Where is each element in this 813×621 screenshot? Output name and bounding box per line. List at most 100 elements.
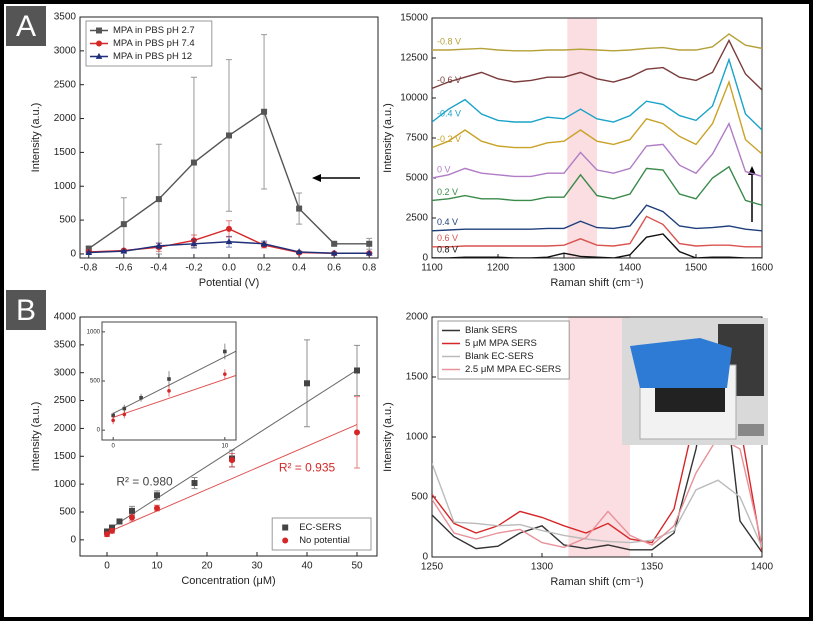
panel-letter-box [6, 290, 46, 330]
series-line [432, 215, 762, 248]
marker [129, 507, 135, 514]
marker [85, 248, 93, 255]
marker [111, 413, 115, 418]
x-tick-label: 1400 [619, 263, 642, 274]
y-tick-label: 3500 [54, 339, 77, 350]
marker [226, 225, 232, 232]
series-label: 0.8 V [437, 244, 458, 254]
marker [167, 389, 171, 393]
x-tick-label: 0.8 [362, 263, 376, 274]
photo-stage [655, 388, 725, 412]
y-tick-label: 2500 [54, 395, 77, 406]
marker [365, 249, 373, 256]
x-tick-label: 0.0 [222, 263, 236, 274]
legend-label: 2.5 μM MPA EC-SERS [465, 364, 561, 375]
panel-letter: A [16, 10, 36, 43]
legend-label: 5 μM MPA SERS [465, 338, 537, 349]
x-tick-label: -0.6 [115, 263, 133, 274]
series-line [432, 121, 762, 179]
marker [139, 395, 143, 400]
panel-letter-box [6, 6, 46, 46]
marker [95, 52, 103, 59]
marker [330, 249, 338, 256]
photo-controls [738, 424, 764, 436]
x-tick-label: 1200 [487, 263, 510, 274]
marker [120, 221, 127, 228]
series-line [432, 165, 762, 206]
marker [354, 429, 360, 436]
marker [129, 514, 135, 521]
x-tick-label: 40 [301, 561, 313, 572]
legend-label: MPA in PBS pH 2.7 [113, 25, 195, 36]
x-tick-label: 50 [351, 561, 363, 572]
y-tick-label: 0 [70, 534, 76, 545]
panel-letter: B [16, 294, 36, 327]
marker [191, 480, 198, 487]
series-line [432, 79, 762, 155]
y-tick-label: 2500 [54, 79, 77, 90]
marker [116, 518, 123, 525]
legend-label: MPA in PBS pH 12 [113, 51, 192, 62]
inset-fit-line [112, 350, 236, 414]
marker [223, 349, 227, 354]
plot-area [85, 34, 373, 257]
marker [96, 40, 102, 47]
marker [167, 377, 171, 381]
photo-lid [630, 338, 732, 388]
x-tick-label: 0.4 [292, 263, 306, 274]
y-tick-label: 1000 [406, 432, 429, 443]
inset-y-tick-label: 1000 [87, 329, 101, 335]
y-tick-label: 500 [59, 215, 76, 226]
marker [331, 240, 338, 247]
y-tick-label: 5000 [406, 173, 429, 184]
series-label: -0.2 V [437, 134, 461, 144]
marker [296, 205, 303, 212]
marker [282, 537, 289, 544]
y-tick-label: 1000 [54, 479, 77, 490]
marker [260, 240, 268, 247]
instrument-photo [622, 318, 768, 445]
y-tick-label: 500 [59, 507, 76, 518]
y-tick-label: 10000 [400, 93, 428, 104]
x-tick-label: -0.4 [150, 263, 168, 274]
x-tick-label: 0.2 [257, 263, 271, 274]
y-axis-title: Intensity (a.u.) [30, 103, 42, 173]
x-tick-label: 0 [104, 561, 110, 572]
marker [85, 245, 92, 252]
series-line [432, 204, 762, 232]
inset-y-tick-label: 0 [97, 428, 101, 434]
x-tick-label: 0.6 [327, 263, 341, 274]
series-label: -0.8 V [437, 36, 461, 46]
x-tick-label: 30 [251, 561, 263, 572]
x-tick-label: 1400 [751, 562, 774, 573]
marker [226, 132, 232, 139]
y-tick-label: 3000 [54, 45, 77, 56]
series-label: 0.6 V [437, 233, 458, 243]
marker [96, 27, 102, 34]
series-label: 0.2 V [437, 187, 458, 197]
y-tick-label: 1000 [54, 181, 77, 192]
marker [190, 240, 198, 247]
plot-area [432, 33, 762, 258]
x-tick-label: 1350 [641, 562, 664, 573]
marker [295, 248, 303, 255]
highlight-band [568, 317, 630, 557]
y-axis-title: Intensity (a.u.) [382, 402, 394, 472]
x-axis-title: Raman shift (cm⁻¹) [550, 576, 643, 588]
x-tick-label: -0.2 [185, 263, 203, 274]
marker [109, 524, 115, 531]
x-tick-label: -0.8 [80, 263, 98, 274]
marker [155, 196, 162, 203]
arrow-head [312, 174, 321, 182]
y-tick-label: 0 [422, 253, 428, 264]
series-line [432, 57, 762, 131]
series-line [432, 463, 762, 548]
y-tick-label: 2000 [54, 423, 77, 434]
marker [104, 531, 110, 538]
fit-label: R² = 0.980 [116, 474, 173, 488]
marker [223, 372, 227, 376]
y-tick-label: 4000 [54, 312, 77, 323]
marker [111, 418, 115, 423]
x-axis-title: Concentration (μM) [181, 575, 275, 587]
